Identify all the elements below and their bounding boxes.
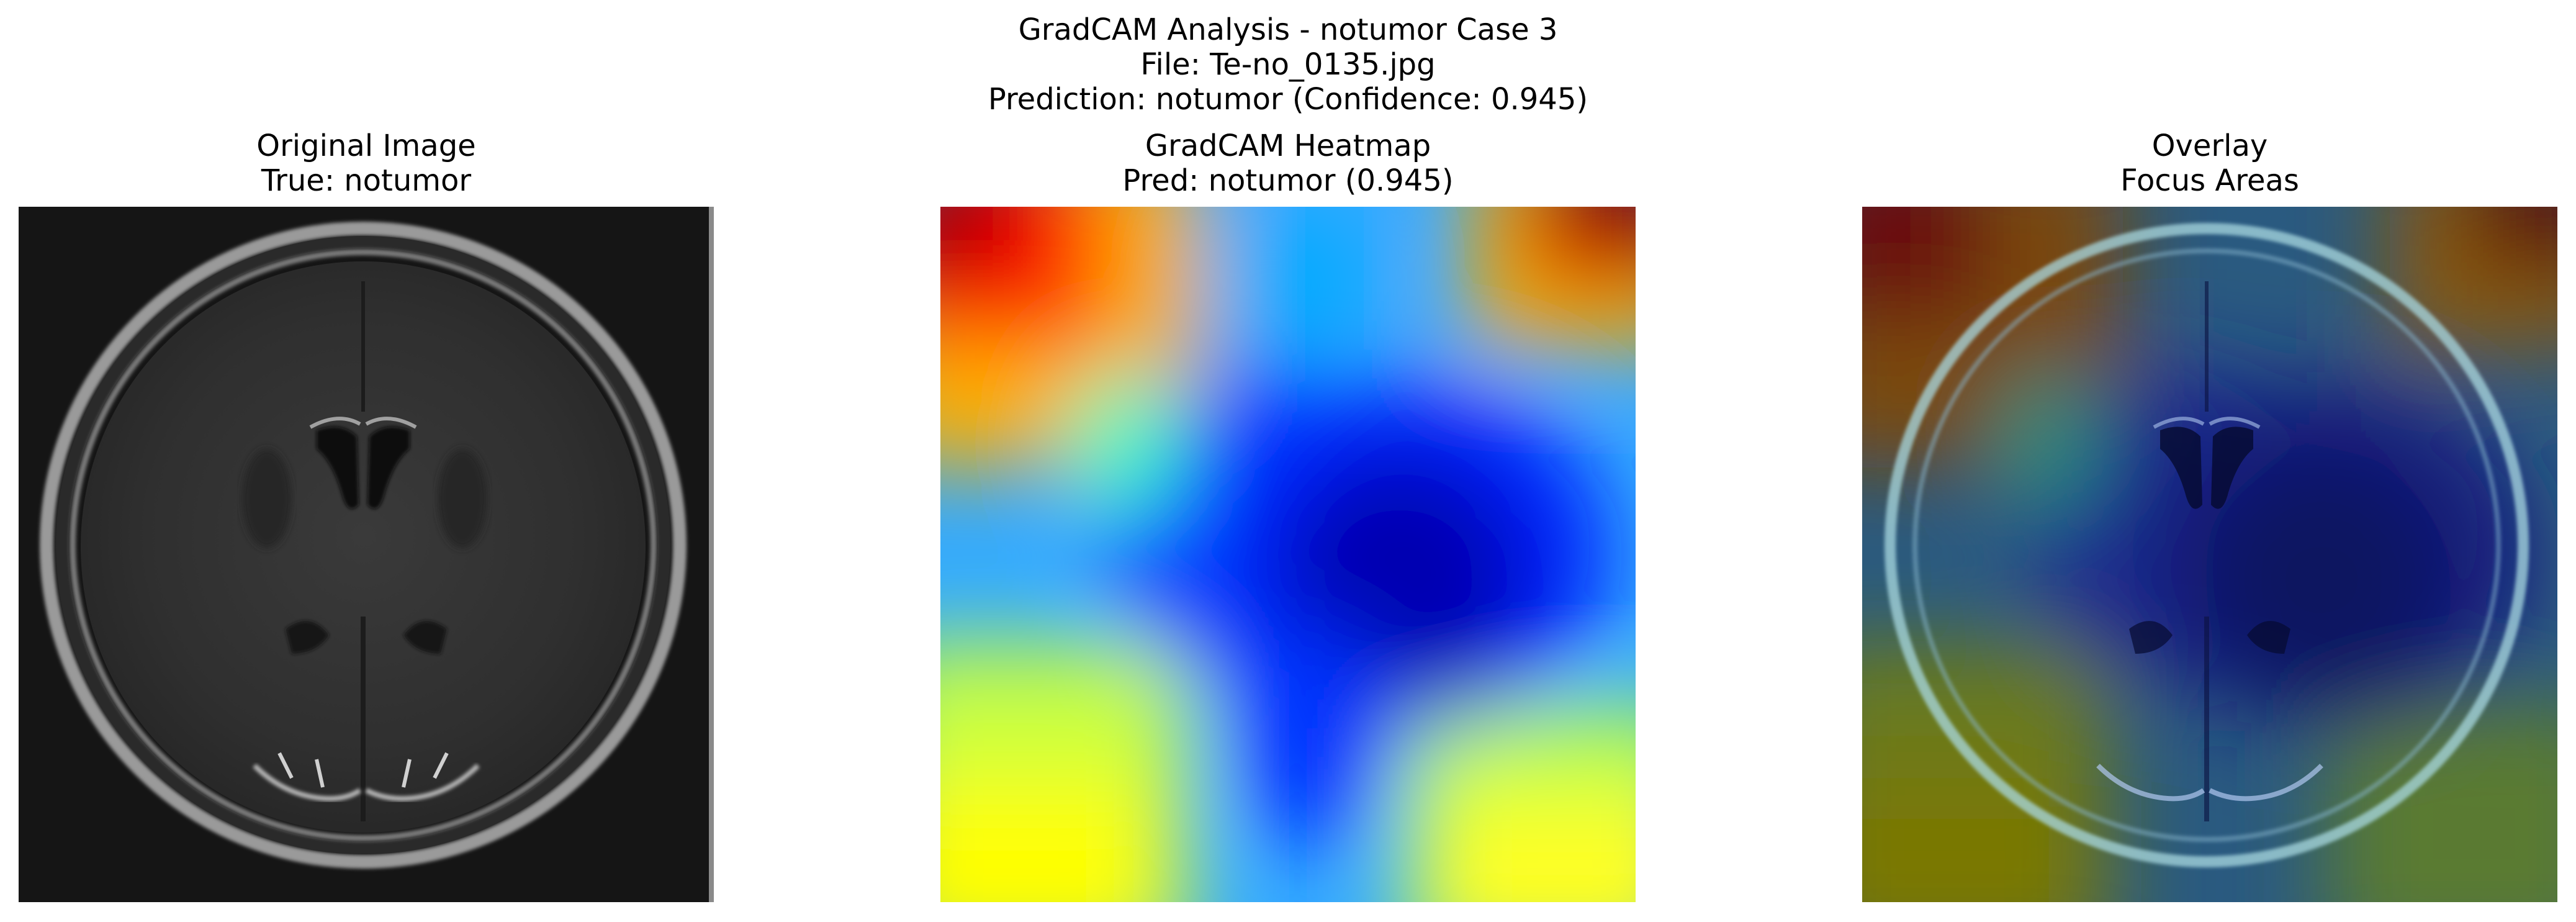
figure-title-line-1: GradCAM Analysis - notumor Case 3: [1018, 12, 1558, 47]
heatmap-panel-title: GradCAM Heatmap: [1145, 129, 1431, 163]
overlay-image: [1862, 207, 2557, 902]
figure-title-line-2: File: Te-no_0135.jpg: [1140, 47, 1436, 82]
original-panel-title: Original Image: [256, 129, 476, 163]
original-mri-image: [19, 207, 714, 902]
original-panel-subtitle: True: notumor: [261, 163, 472, 198]
overlay-panel-subtitle: Focus Areas: [2120, 163, 2299, 198]
overlay-panel-title: Overlay: [2151, 129, 2268, 163]
gradcam-heatmap-image: [940, 207, 1636, 902]
heatmap-panel-subtitle: Pred: notumor (0.945): [1122, 163, 1454, 198]
figure-title-line-3: Prediction: notumor (Confidence: 0.945): [988, 82, 1588, 117]
